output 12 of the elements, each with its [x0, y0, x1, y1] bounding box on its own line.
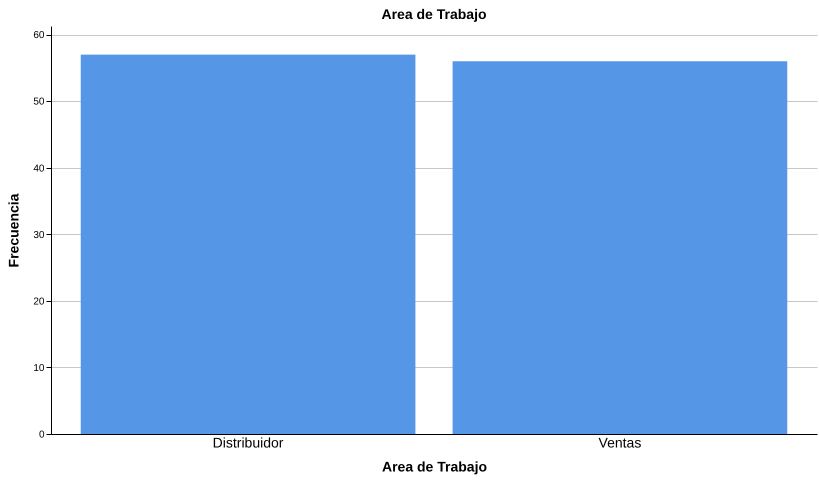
y-tick-label: 60 — [33, 30, 45, 42]
y-tick-label: 10 — [33, 362, 45, 374]
x-axis-title: Area de Trabajo — [382, 458, 488, 474]
y-tick-label: 20 — [33, 296, 45, 308]
y-axis-title: Frecuencia — [5, 193, 22, 268]
y-tick-label: 0 — [38, 430, 45, 440]
chart-title: Area de Trabajo — [381, 6, 487, 22]
y-tick-label: 40 — [33, 163, 45, 174]
x-tick-label: Ventas — [598, 434, 642, 450]
x-tick-label: Distribuidor — [212, 434, 284, 450]
y-tick-label: 30 — [33, 230, 45, 241]
y-tick-label: 50 — [33, 96, 45, 108]
